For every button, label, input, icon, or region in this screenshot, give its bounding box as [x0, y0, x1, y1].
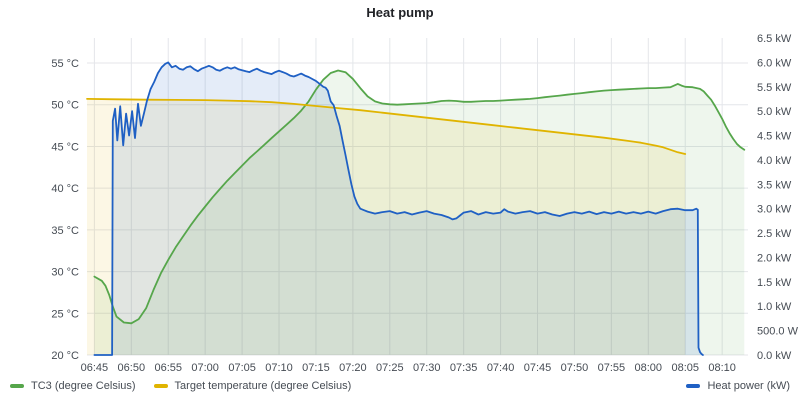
series-line — [86, 98, 687, 155]
series-line — [93, 61, 704, 356]
x-axis-tick-label: 07:40 — [487, 362, 515, 374]
panel-title[interactable]: Heat pump — [366, 5, 434, 20]
x-axis-tick-label: 08:10 — [708, 362, 736, 374]
y-axis-right-tick-label: 2.5 kW — [757, 228, 792, 240]
y-axis-right-tick-label: 500.0 W — [757, 326, 799, 338]
y-axis-right-tick-label: 1.5 kW — [757, 277, 792, 289]
y-axis-left-tick-label: 35 °C — [51, 225, 79, 237]
x-axis-tick-label: 06:55 — [154, 362, 182, 374]
target-temperature-series-color-marker — [153, 384, 168, 388]
series-area-fill — [94, 62, 703, 356]
x-axis-tick-label: 08:00 — [635, 362, 663, 374]
legend-item-target-temperature[interactable]: Target temperature (degree Celsius) — [153, 380, 352, 392]
y-axis-right-tick-label: 2.0 kW — [757, 252, 792, 264]
y-axis-right-tick-label: 0.0 kW — [757, 350, 792, 362]
x-axis-tick-label: 07:05 — [228, 362, 256, 374]
x-axis-tick-label: 06:50 — [118, 362, 146, 374]
x-axis-tick-label: 06:45 — [81, 362, 109, 374]
legend-item-tc3[interactable]: TC3 (degree Celsius) — [10, 380, 136, 392]
x-axis-tick-label: 07:50 — [561, 362, 589, 374]
x-axis-tick-label: 07:35 — [450, 362, 478, 374]
legend-item-heat-power[interactable]: Heat power (kW) — [686, 380, 790, 392]
x-axis-tick-label: 07:25 — [376, 362, 404, 374]
y-axis-right-tick-label: 3.0 kW — [757, 204, 792, 216]
legend-label-tc3: TC3 (degree Celsius) — [31, 380, 136, 392]
x-axis-tick-label: 07:45 — [524, 362, 552, 374]
y-axis-left-tick-label: 30 °C — [51, 267, 79, 279]
y-axis-right-tick-label: 6.0 kW — [757, 57, 792, 69]
y-axis-right-tick-label: 5.0 kW — [757, 106, 792, 118]
y-axis-left-tick-label: 50 °C — [51, 100, 79, 112]
series-area-fill — [87, 98, 686, 356]
x-axis-tick-label: 07:00 — [191, 362, 219, 374]
heat-power-series-color-marker — [686, 384, 701, 388]
y-axis-left-tick-label: 20 °C — [51, 350, 79, 362]
x-axis-tick-label: 07:15 — [302, 362, 330, 374]
x-axis-tick-label: 07:10 — [265, 362, 293, 374]
tc3-series-color-marker — [10, 384, 24, 388]
legend-label-heat-power: Heat power (kW) — [707, 380, 790, 392]
y-axis-left-tick-label: 25 °C — [51, 308, 79, 320]
y-axis-right-tick-label: 1.0 kW — [757, 301, 792, 313]
series-line — [93, 69, 746, 325]
legend: TC3 (degree Celsius) Target temperature … — [10, 377, 790, 395]
x-axis-tick-label: 08:05 — [671, 362, 699, 374]
y-axis-right-tick-label: 3.5 kW — [757, 179, 792, 191]
x-axis-tick-label: 07:20 — [339, 362, 367, 374]
legend-label-target-temperature: Target temperature (degree Celsius) — [174, 380, 352, 392]
x-axis-tick-label: 07:30 — [413, 362, 441, 374]
y-axis-right-tick-label: 6.5 kW — [757, 33, 792, 45]
y-axis-right-tick-label: 4.5 kW — [757, 131, 792, 143]
y-axis-left-tick-label: 55 °C — [51, 58, 79, 70]
y-axis-left-tick-label: 45 °C — [51, 141, 79, 153]
y-axis-left-tick-label: 40 °C — [51, 183, 79, 195]
x-axis-tick-label: 07:55 — [598, 362, 626, 374]
y-axis-right-tick-label: 4.0 kW — [757, 155, 792, 167]
y-axis-right-tick-label: 5.5 kW — [757, 82, 792, 94]
